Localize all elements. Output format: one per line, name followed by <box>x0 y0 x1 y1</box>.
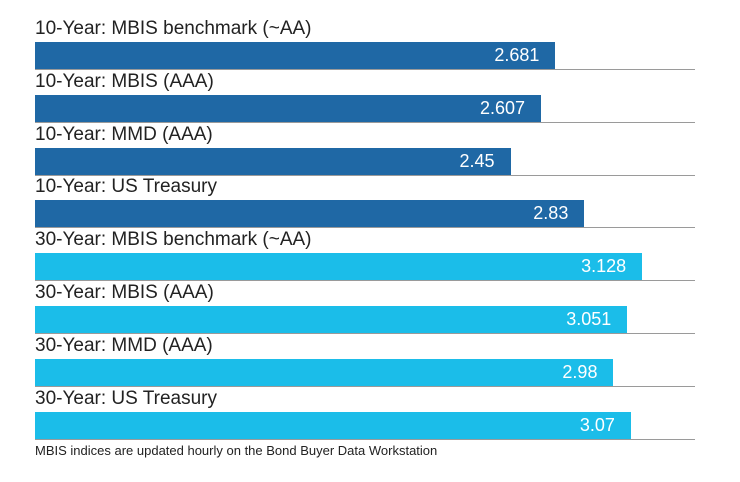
bar-label: 10-Year: MBIS benchmark (~AA) <box>35 18 312 39</box>
bar: 2.98 <box>35 358 614 386</box>
row-divider <box>35 385 695 387</box>
row-divider <box>35 438 695 440</box>
bar-value-label: 2.607 <box>480 97 526 118</box>
footnote: MBIS indices are updated hourly on the B… <box>35 443 438 458</box>
bar-row: 10-Year: MMD (AAA) 2.45 <box>35 124 695 181</box>
bar: 2.45 <box>35 147 511 175</box>
bar-value-label: 2.681 <box>494 45 540 65</box>
bar: 2.681 <box>35 42 556 69</box>
row-divider <box>35 227 695 229</box>
bar-row: 10-Year: US Treasury 2.83 <box>35 176 695 233</box>
bar-label: 10-Year: MBIS (AAA) <box>35 70 214 92</box>
bar-label: 30-Year: MBIS (AAA) <box>35 282 214 303</box>
bar-label: 30-Year: MBIS benchmark (~AA) <box>35 229 312 251</box>
bar: 3.128 <box>35 253 643 281</box>
bar: 3.07 <box>35 411 631 439</box>
bar-value-label: 2.98 <box>562 361 598 382</box>
row-divider <box>35 69 695 70</box>
bar-label: 10-Year: US Treasury <box>35 176 217 198</box>
bar: 2.83 <box>35 200 585 228</box>
bar-label: 10-Year: MMD (AAA) <box>35 123 213 145</box>
bar: 2.607 <box>35 94 542 122</box>
row-divider <box>35 333 695 334</box>
bar-value-label: 3.07 <box>579 414 615 435</box>
bar-row: 10-Year: MBIS benchmark (~AA) 2.681 <box>35 18 695 75</box>
row-divider <box>35 174 695 176</box>
bar-value-label: 2.83 <box>533 203 569 224</box>
bar-row: 30-Year: US Treasury 3.07 <box>35 388 695 445</box>
row-divider <box>35 121 695 123</box>
bar-value-label: 2.45 <box>459 150 495 171</box>
bar-label: 30-Year: US Treasury <box>35 387 217 409</box>
bar-row: 30-Year: MBIS benchmark (~AA) 3.128 <box>35 229 695 286</box>
bar: 3.051 <box>35 306 628 333</box>
row-divider <box>35 280 695 282</box>
bar-label: 30-Year: MMD (AAA) <box>35 334 213 356</box>
bar-value-label: 3.128 <box>581 256 627 277</box>
bar-row: 30-Year: MBIS (AAA) 3.051 <box>35 282 695 339</box>
bar-row: 10-Year: MBIS (AAA) 2.607 <box>35 71 695 128</box>
bar-row: 30-Year: MMD (AAA) 2.98 <box>35 335 695 392</box>
bar-value-label: 3.051 <box>566 309 612 329</box>
